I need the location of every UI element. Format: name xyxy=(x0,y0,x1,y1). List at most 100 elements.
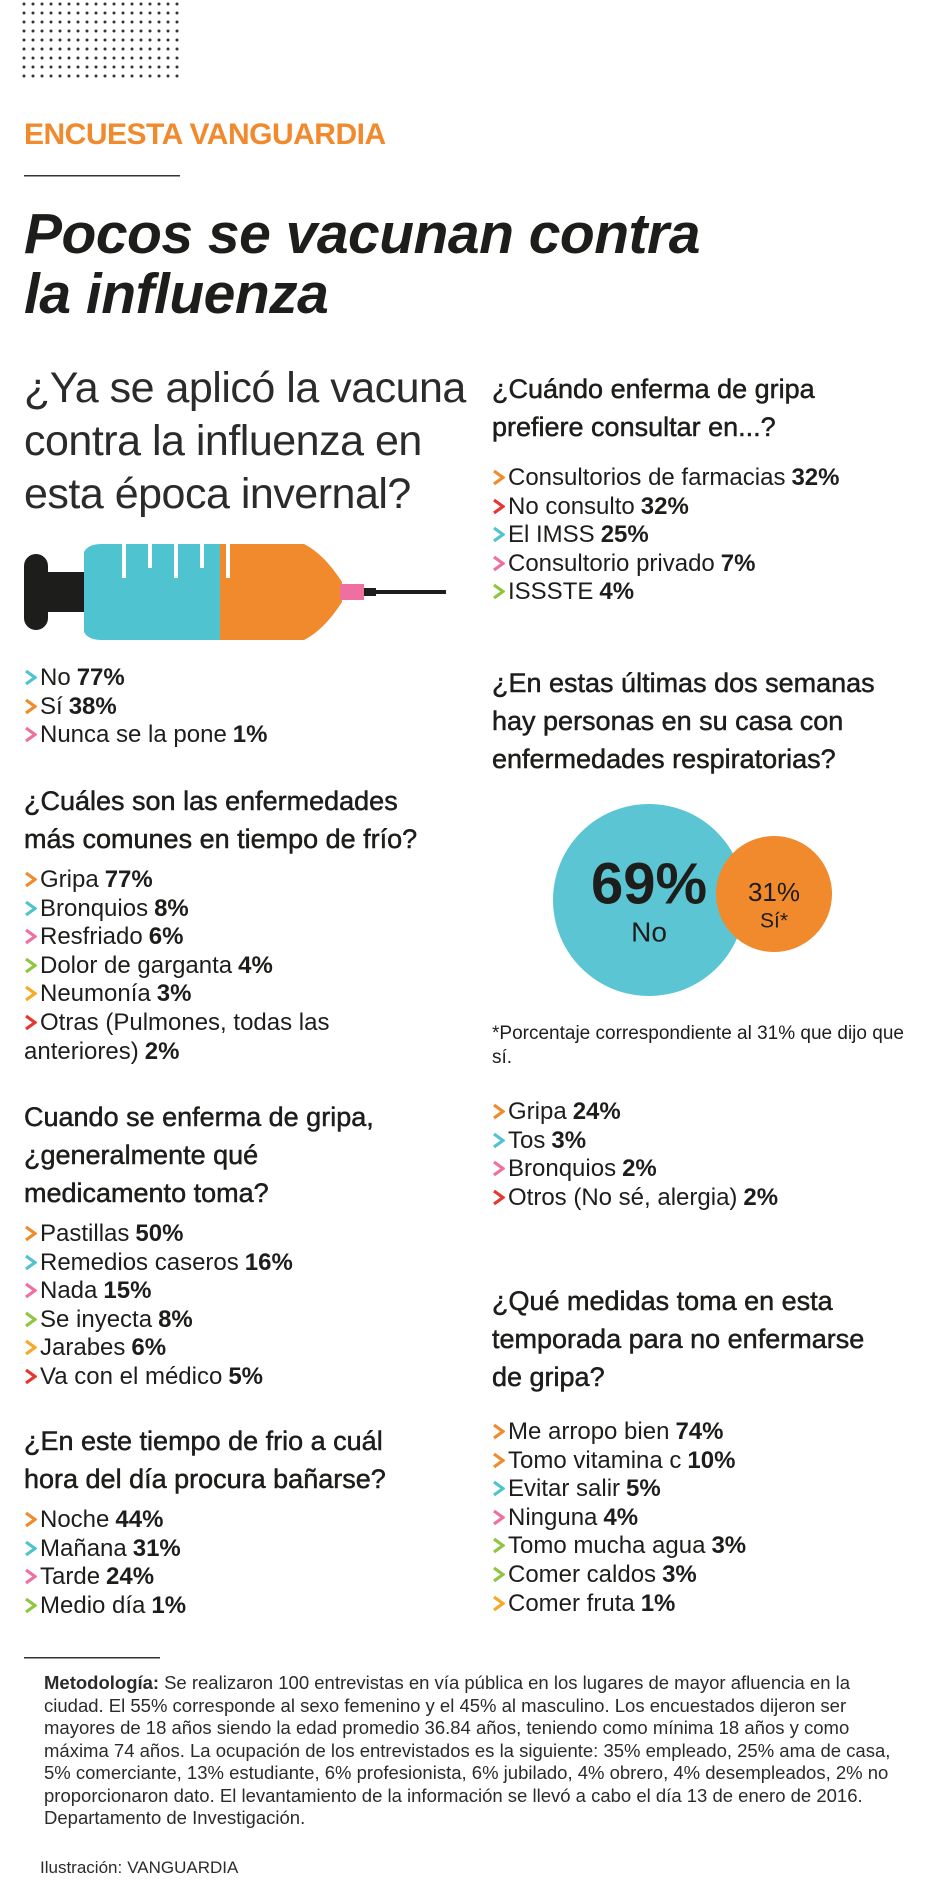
question: ¿Cuándo enferma de gripa prefiere consult… xyxy=(492,370,932,607)
answer: Remedios caseros 16% xyxy=(24,1249,464,1278)
answer-label: ISSSTE xyxy=(508,578,594,606)
answer-label: Tos xyxy=(508,1126,546,1154)
answer-value: 16% xyxy=(244,1248,293,1276)
answer-label: Ninguna xyxy=(508,1503,598,1531)
answer-value: 32% xyxy=(791,464,840,491)
arrow xyxy=(493,1566,506,1583)
arrow-shape xyxy=(493,526,506,543)
question: ¿En este tiempo de frio a cuál hora del d… xyxy=(24,1422,464,1620)
arrow-shape xyxy=(493,469,506,486)
bubble-si xyxy=(716,836,832,952)
text-line: esta época invernal? xyxy=(24,470,411,518)
answers: No 77% Sí 38% Nunca se la pone 1% xyxy=(24,664,444,750)
arrow-shape xyxy=(25,1511,38,1528)
answer-label: Mañana xyxy=(40,1534,127,1562)
text-line: hora del día procura bañarse? xyxy=(24,1464,386,1495)
answer-label: Tarde xyxy=(40,1563,101,1591)
arrow xyxy=(493,1509,506,1526)
answer: Dolor de garganta 4% xyxy=(24,952,384,981)
answer-value: 6% xyxy=(131,1334,167,1362)
answer-value: 24% xyxy=(106,1563,155,1591)
answer-label: Sí xyxy=(40,692,63,720)
answer: Evitar salir 5% xyxy=(492,1475,932,1504)
answer-value: 1% xyxy=(640,1589,676,1617)
question-text: ¿En este tiempo de frio a cuál hora del d… xyxy=(24,1422,464,1498)
answer-label: Noche xyxy=(40,1506,110,1533)
text-line: ¿Cuáles son las enfermedades xyxy=(24,786,398,817)
arrow xyxy=(25,669,38,686)
arrow xyxy=(25,1225,38,1242)
answer: Gripa 24% xyxy=(492,1098,932,1127)
text-line: la influenza xyxy=(24,262,329,326)
arrow-shape xyxy=(25,1340,38,1356)
arrow xyxy=(25,986,38,1002)
arrow-shape xyxy=(25,1597,38,1614)
arrow xyxy=(493,1595,506,1611)
methodology-label: Metodología: xyxy=(44,1672,160,1693)
arrow xyxy=(25,1597,38,1614)
text-line: ¿generalmente qué xyxy=(24,1140,259,1171)
arrow-shape xyxy=(25,986,38,1002)
arrow xyxy=(25,871,38,888)
answer: Otras (Pulmones, todas las anteriores) 2% xyxy=(24,1009,384,1066)
arrow xyxy=(493,1189,506,1206)
arrow-shape xyxy=(25,1311,38,1328)
answer: Consultorio privado 7% xyxy=(492,550,932,579)
answer-value: 38% xyxy=(68,692,117,720)
answer-value: 15% xyxy=(103,1277,152,1305)
credit-name: VANGUARDIA xyxy=(127,1858,239,1877)
answer-label: Bronquios xyxy=(508,1155,617,1183)
arrow xyxy=(25,957,38,974)
arrow-shape xyxy=(25,871,38,888)
question: ¿Qué medidas toma en esta temporada para … xyxy=(492,1282,932,1618)
bubble-no xyxy=(553,804,745,996)
answer: Jarabes 6% xyxy=(24,1334,464,1363)
arrow-shape xyxy=(493,1509,506,1526)
answer: Ninguna 4% xyxy=(492,1504,932,1533)
question-text: Cuando se enferma de gripa, ¿generalmente… xyxy=(24,1098,464,1212)
arrow-shape xyxy=(25,1540,38,1556)
answer-label: Medio día xyxy=(40,1591,146,1619)
answer: Consultorios de farmacias 32% xyxy=(492,464,932,493)
answer-label: Neumonía xyxy=(40,980,151,1008)
answer-value: 10% xyxy=(687,1446,736,1474)
arrow xyxy=(493,526,506,543)
bubble-value: 69% xyxy=(591,851,707,916)
answer-label: Tomo mucha agua xyxy=(508,1532,706,1560)
answer: Resfriado 6% xyxy=(24,923,384,952)
arrow xyxy=(493,498,506,514)
answer: Medio día 1% xyxy=(24,1592,464,1621)
answer-label: Resfriado xyxy=(40,923,143,951)
answer-value: 1% xyxy=(151,1591,187,1619)
answer-value: 24% xyxy=(572,1098,621,1125)
arrow xyxy=(25,928,38,945)
arrow xyxy=(493,1538,506,1554)
arrow-shape xyxy=(493,584,506,600)
arrow xyxy=(493,1480,506,1497)
answer-value: 1% xyxy=(232,721,268,749)
arrow xyxy=(493,1132,506,1148)
answer-label: Consultorios de farmacias xyxy=(508,464,786,491)
question-text: ¿Cuáles son las enfermedades más comunes … xyxy=(24,782,464,858)
arrow-shape xyxy=(25,1368,38,1385)
answer-value: 8% xyxy=(154,894,189,922)
arrow-shape xyxy=(25,1014,38,1031)
answer: Nunca se la pone 1% xyxy=(24,721,444,750)
answer-value: 4% xyxy=(603,1503,639,1531)
question-text: ¿En estas últimas dos semanas hay persona… xyxy=(492,664,932,778)
answer: Va con el médico 5% xyxy=(24,1363,464,1392)
answer-label: Gripa xyxy=(508,1098,567,1125)
arrow xyxy=(493,1452,506,1468)
arrow xyxy=(25,1254,38,1270)
answer-value: 7% xyxy=(720,549,756,577)
answer-value: 3% xyxy=(551,1126,587,1154)
answer: Se inyecta 8% xyxy=(24,1306,464,1335)
question: ¿En estas últimas dos semanas hay persona… xyxy=(492,664,932,786)
arrow-shape xyxy=(25,900,38,916)
dot-pattern xyxy=(20,0,182,78)
answer-value: 32% xyxy=(640,492,689,520)
answers: Gripa 77% Bronquios 8% Resfriado 6% Dolor de g… xyxy=(24,866,384,1066)
answer: Bronquios 2% xyxy=(492,1155,932,1184)
answer-value: 3% xyxy=(711,1532,747,1560)
